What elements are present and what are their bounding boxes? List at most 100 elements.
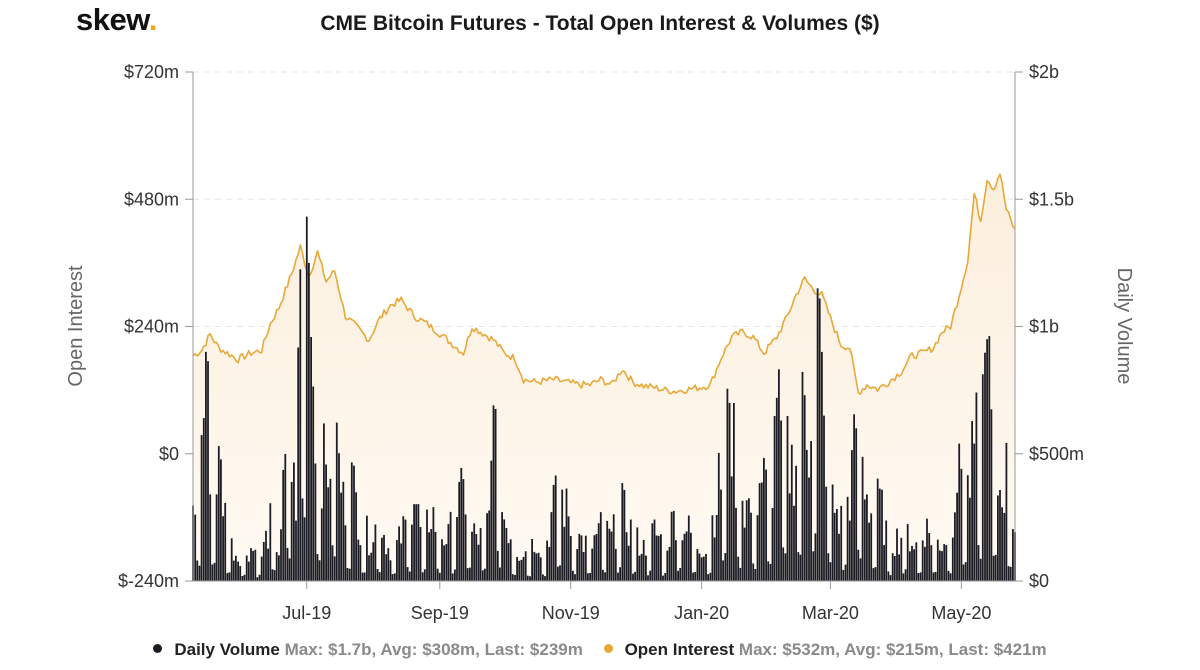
y-right-axis-title: Daily Volume xyxy=(1113,268,1135,385)
volume-bar xyxy=(683,533,686,581)
volume-bar xyxy=(782,547,785,581)
volume-bar xyxy=(477,544,480,581)
volume-bar xyxy=(960,468,963,581)
volume-bar xyxy=(415,504,418,581)
volume-bar xyxy=(728,402,731,581)
volume-bar xyxy=(469,567,471,581)
volume-bar xyxy=(454,569,456,581)
volume-bar xyxy=(664,573,667,581)
legend-marker-daily-volume xyxy=(153,644,163,654)
volume-bar xyxy=(941,551,943,581)
skew-logo: skew. xyxy=(76,2,157,38)
volume-bar xyxy=(370,552,373,581)
volume-bar xyxy=(717,452,720,581)
volume-bar xyxy=(406,567,409,581)
legend-stats: Max: $532m, Avg: $215m, Last: $421m xyxy=(738,640,1047,659)
volume-bar xyxy=(868,522,870,581)
volume-bar xyxy=(404,519,407,581)
volume-bar xyxy=(833,512,836,581)
volume-bar xyxy=(883,545,885,581)
volume-bar xyxy=(919,572,922,581)
volume-bar xyxy=(299,269,302,581)
y-right-tick-label: $2b xyxy=(1029,62,1059,82)
volume-bar xyxy=(486,513,488,581)
volume-bar xyxy=(544,576,546,581)
volume-bar xyxy=(243,574,246,581)
volume-bar xyxy=(511,574,514,581)
volume-bar xyxy=(735,507,737,581)
volume-bar xyxy=(793,505,795,581)
volume-bar xyxy=(638,555,641,581)
volume-bar xyxy=(464,514,467,581)
volume-bar xyxy=(466,568,469,581)
volume-bar xyxy=(239,566,242,581)
volume-bar xyxy=(773,416,776,581)
volume-bar xyxy=(760,482,763,581)
volume-bar xyxy=(649,570,652,581)
volume-bar xyxy=(823,415,825,581)
volume-bar xyxy=(707,574,709,581)
volume-bar xyxy=(599,512,602,581)
volume-bar xyxy=(681,540,684,581)
volume-bar xyxy=(507,543,510,581)
volume-bar xyxy=(488,510,491,581)
volume-bar xyxy=(857,549,860,581)
volume-bar xyxy=(290,481,293,581)
volume-bar xyxy=(578,533,581,581)
volume-bar xyxy=(893,556,896,581)
volume-bar xyxy=(737,556,740,581)
volume-bar xyxy=(282,469,285,581)
volume-bar xyxy=(739,567,742,581)
volume-bar xyxy=(284,453,287,581)
volume-bar xyxy=(449,511,452,581)
volume-bar xyxy=(902,573,905,581)
x-tick-label: Nov-19 xyxy=(542,603,600,623)
volume-bar xyxy=(780,420,782,581)
volume-bar xyxy=(911,545,913,581)
volume-bar xyxy=(593,535,596,581)
volume-bar xyxy=(280,529,282,581)
volume-bar xyxy=(943,544,946,581)
y-left-tick-label: $-240m xyxy=(118,571,179,591)
volume-bar xyxy=(342,481,345,581)
legend-item-open-interest[interactable]: Open Interest Max: $532m, Avg: $215m, La… xyxy=(603,640,1047,660)
x-tick-label: May-20 xyxy=(931,603,991,623)
volume-bar xyxy=(385,554,388,581)
volume-bar xyxy=(778,369,780,581)
volume-bar xyxy=(224,502,227,581)
volume-bar xyxy=(765,469,767,581)
volume-bar xyxy=(245,555,248,581)
volume-bar xyxy=(775,397,778,581)
volume-bar xyxy=(378,572,381,581)
volume-bar xyxy=(505,528,508,581)
volume-bar xyxy=(1007,566,1010,581)
volume-bar xyxy=(866,494,868,581)
volume-bar xyxy=(645,555,647,581)
volume-bar xyxy=(928,533,931,581)
volume-bar xyxy=(788,493,791,581)
volume-bar xyxy=(687,515,690,581)
volume-bar xyxy=(278,555,280,581)
volume-bar xyxy=(213,562,216,581)
volume-bar xyxy=(524,551,527,581)
volume-bar xyxy=(252,550,254,581)
volume-bar xyxy=(743,527,746,581)
volume-bar xyxy=(305,216,308,581)
volume-bar xyxy=(825,486,828,581)
volume-bar xyxy=(799,554,802,581)
volume-bar xyxy=(805,449,808,581)
volume-bar xyxy=(921,540,924,581)
volume-bar xyxy=(376,569,379,581)
volume-bar xyxy=(679,568,682,581)
y-right-tick-label: $0 xyxy=(1029,571,1049,591)
volume-bar xyxy=(977,545,980,581)
volume-bar xyxy=(269,503,272,581)
volume-bar xyxy=(763,457,765,581)
chart-legend: Daily Volume Max: $1.7b, Avg: $308m, Las… xyxy=(0,640,1200,660)
legend-item-daily-volume[interactable]: Daily Volume Max: $1.7b, Avg: $308m, Las… xyxy=(153,640,583,660)
volume-bar xyxy=(323,423,325,581)
volume-bar xyxy=(235,555,237,581)
volume-bar xyxy=(574,574,576,581)
volume-bar xyxy=(569,536,572,581)
volume-bar xyxy=(222,516,224,581)
